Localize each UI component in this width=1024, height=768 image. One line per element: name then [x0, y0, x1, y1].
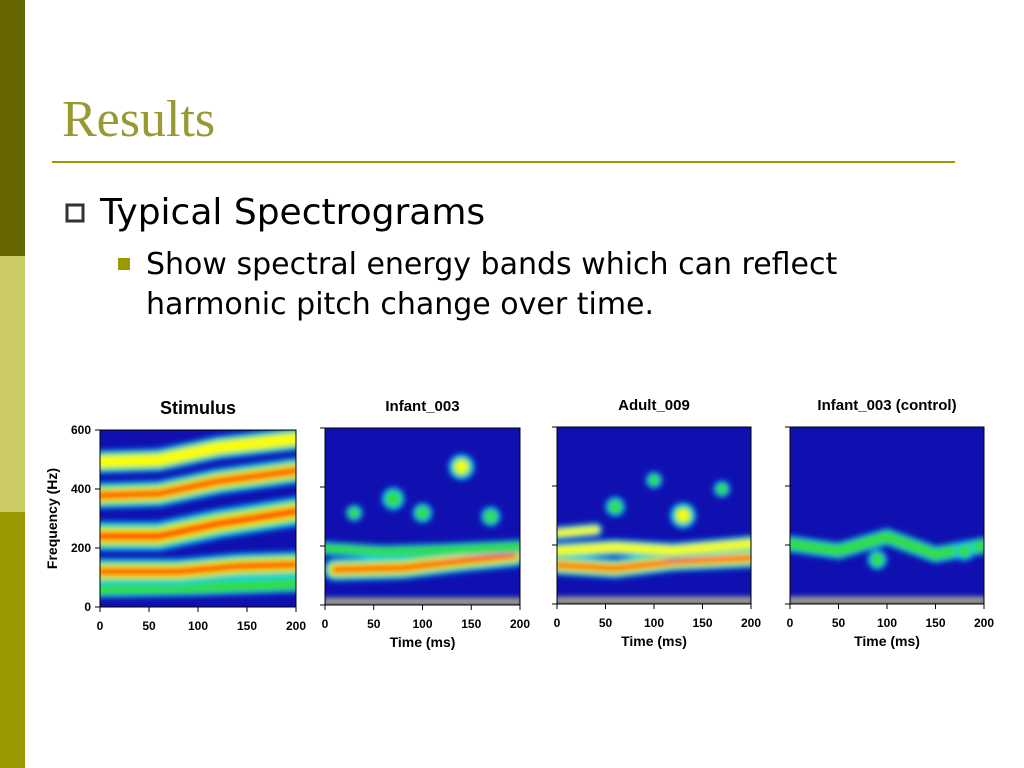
- x-tick-label: 100: [644, 616, 664, 630]
- sub-bullet-icon: [118, 258, 130, 270]
- y-axis-label: Frequency (Hz): [44, 468, 60, 569]
- spectrogram: Stimulus 0 50 100 150 200 0 200 400 600 Frequency …: [44, 398, 306, 633]
- x-axis-label: Time (ms): [854, 633, 920, 649]
- x-axis-label: Time (ms): [390, 634, 456, 650]
- x-tick-label: 150: [925, 616, 945, 630]
- x-tick-label: 200: [286, 619, 306, 633]
- spectrogram: Infant_003 (control) 0 50 100 150 200 Time (ms…: [785, 397, 994, 649]
- energy-blob: [676, 509, 690, 522]
- x-tick-label: 200: [510, 617, 530, 631]
- x-tick-label: 0: [787, 616, 794, 630]
- x-tick-label: 50: [142, 619, 156, 633]
- x-tick-label: 0: [97, 619, 104, 633]
- energy-blob: [483, 509, 498, 524]
- heatmap-energy: [557, 472, 751, 604]
- energy-blob: [455, 460, 468, 474]
- x-tick-label: 50: [367, 617, 381, 631]
- heatmap-background: [557, 427, 751, 604]
- spectrogram: Adult_009 0 50 100 150 200 Time (ms): [552, 397, 761, 649]
- y-tick-label: 200: [71, 541, 91, 555]
- bullet-icon: [65, 203, 85, 223]
- x-tick-label: 150: [692, 616, 712, 630]
- x-tick-label: 150: [461, 617, 481, 631]
- spectrogram: Infant_003 0 50 100 150 200 Time (ms): [320, 398, 530, 650]
- x-tick-label: 100: [877, 616, 897, 630]
- energy-band: [100, 577, 296, 596]
- x-axis-label: Time (ms): [621, 633, 687, 649]
- x-tick-label: 0: [322, 617, 329, 631]
- heatmap-energy: [325, 454, 520, 605]
- chart-title: Infant_003: [385, 398, 459, 415]
- heatmap-image: [790, 427, 984, 604]
- energy-blob: [415, 505, 430, 521]
- x-tick-label: 150: [237, 619, 257, 633]
- x-tick-label: 200: [741, 616, 761, 630]
- energy-blob: [715, 482, 728, 495]
- heatmap-image: [100, 430, 296, 607]
- chart-title: Infant_003 (control): [817, 397, 956, 414]
- heatmap-energy: [100, 430, 296, 598]
- y-tick-label: 0: [84, 600, 91, 614]
- energy-band: [325, 541, 520, 557]
- energy-blob: [608, 499, 623, 514]
- chart-title: Stimulus: [160, 398, 236, 418]
- energy-band: [557, 555, 751, 572]
- heatmap-image: [325, 428, 520, 605]
- heatmap-background: [790, 427, 984, 604]
- energy-blob: [384, 490, 402, 508]
- energy-band: [100, 560, 296, 576]
- x-tick-label: 100: [188, 619, 208, 633]
- x-tick-label: 200: [974, 616, 994, 630]
- x-tick-label: 50: [599, 616, 613, 630]
- energy-band: [100, 433, 296, 468]
- energy-band: [557, 539, 751, 555]
- side-bar-mid: [0, 512, 25, 768]
- heatmap-energy: [790, 528, 984, 604]
- side-bar-light: [0, 256, 25, 512]
- energy-blob: [648, 474, 660, 487]
- heatmap-image: [557, 427, 751, 604]
- sub-bullet-line: harmonic pitch change over time.: [146, 287, 654, 322]
- energy-band: [790, 530, 984, 561]
- y-tick-label: 400: [71, 482, 91, 496]
- chart-title: Adult_009: [618, 397, 690, 414]
- slide-title: Results: [62, 91, 215, 148]
- energy-blob: [957, 543, 972, 559]
- energy-blob: [348, 506, 361, 519]
- energy-band: [331, 552, 518, 573]
- bullet-text: Typical Spectrograms: [99, 192, 485, 233]
- y-tick-label: 600: [71, 423, 91, 437]
- sub-bullet-line: Show spectral energy bands which can ref…: [146, 247, 838, 282]
- x-tick-label: 100: [412, 617, 432, 631]
- energy-band: [100, 467, 296, 500]
- x-tick-label: 50: [832, 616, 846, 630]
- energy-blob: [870, 552, 885, 567]
- x-tick-label: 0: [554, 616, 561, 630]
- side-bar-dark: [0, 0, 25, 256]
- energy-band: [557, 526, 599, 537]
- energy-band: [100, 507, 296, 541]
